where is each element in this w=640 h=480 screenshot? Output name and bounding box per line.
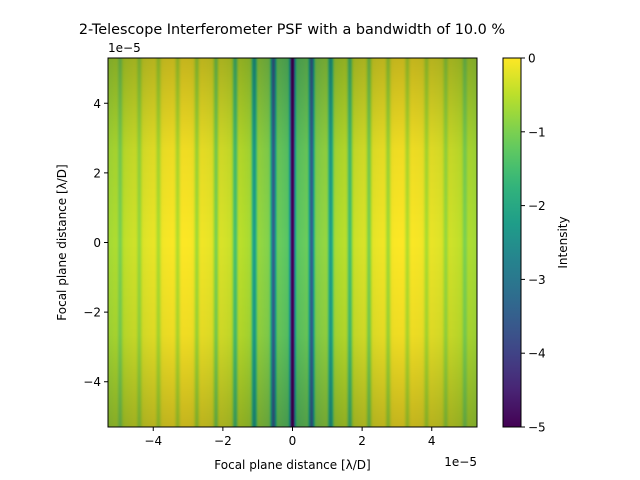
x-tick-label: 2 (358, 434, 366, 448)
colorbar: 0 −1 −2 −3 −4 −5 Intensity (502, 52, 570, 435)
y-tick-label: 0 (93, 236, 101, 250)
y-tick-label: −2 (83, 306, 101, 320)
heatmap-shade (108, 58, 477, 427)
y-axis-label: Focal plane distance [λ/D] (55, 164, 69, 320)
x-tick-label: 0 (289, 434, 297, 448)
x-tick-label: −4 (144, 434, 162, 448)
colorbar-tick-label: −4 (528, 347, 546, 361)
y-tick-label: −4 (83, 375, 101, 389)
x-axis-ticks: −4 −2 0 2 4 (144, 427, 436, 448)
chart-title: 2-Telescope Interferometer PSF with a ba… (79, 22, 505, 38)
colorbar-ticks: 0 −1 −2 −3 −4 −5 (521, 52, 546, 435)
x-tick-label: 4 (428, 434, 436, 448)
colorbar-frame (502, 57, 522, 428)
y-axis-ticks: −4 −2 0 2 4 (83, 97, 108, 389)
x-offset-label: 1e−5 (444, 455, 477, 469)
colorbar-tick-label: −5 (528, 421, 546, 435)
colorbar-tick-label: −1 (528, 125, 546, 139)
y-offset-label: 1e−5 (108, 41, 141, 55)
y-tick-label: 2 (93, 166, 101, 180)
colorbar-fill (503, 58, 521, 427)
colorbar-label: Intensity (556, 216, 570, 268)
x-tick-label: −2 (214, 434, 232, 448)
x-axis-label: Focal plane distance [λ/D] (214, 458, 370, 472)
heatmap-area (107, 57, 478, 428)
colorbar-tick-label: 0 (528, 52, 536, 66)
y-tick-label: 4 (93, 97, 101, 111)
colorbar-tick-label: −2 (528, 199, 546, 213)
colorbar-tick-label: −3 (528, 273, 546, 287)
